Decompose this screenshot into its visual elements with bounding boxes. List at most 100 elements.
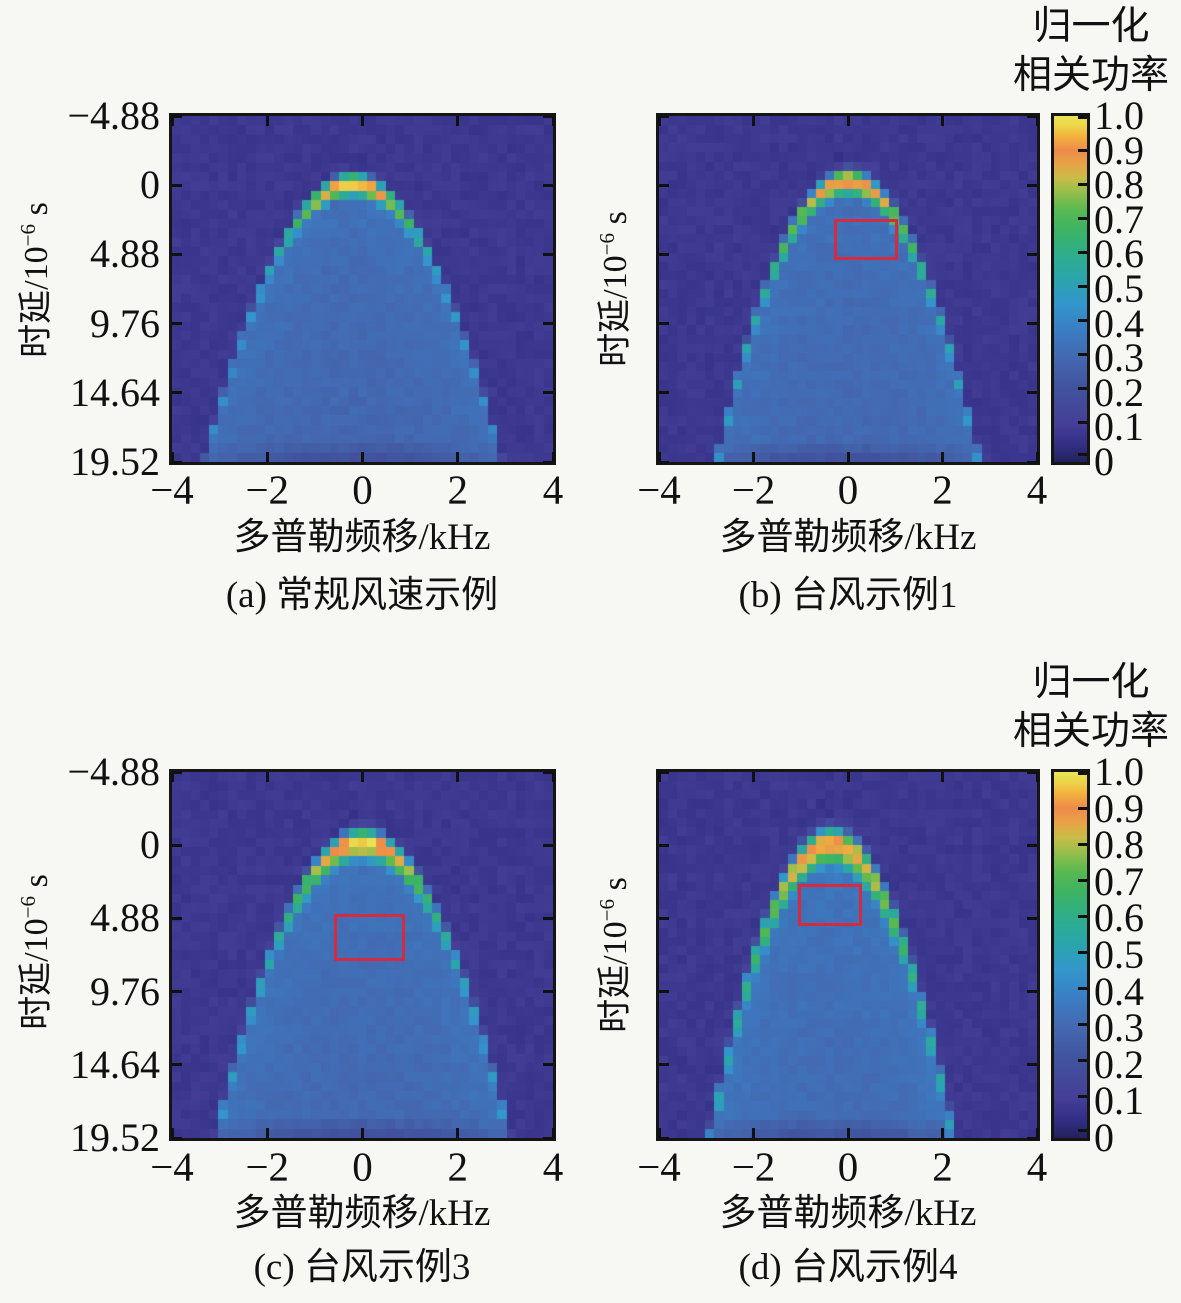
right-tick-mark [543, 183, 553, 187]
top-tick-mark [551, 116, 555, 126]
bottom-tick-mark [456, 1128, 460, 1138]
colorbar-title-line1: 归一化 [1032, 5, 1150, 48]
x-tick-label: −2 [245, 1143, 290, 1190]
colorbar-tick-label: 0 [1094, 1115, 1114, 1160]
bottom-tick-mark [941, 1128, 944, 1138]
colorbar-gradient [1054, 116, 1087, 462]
right-tick-mark [1027, 391, 1037, 395]
colorbar-tick-label: 0.1 [1094, 404, 1144, 450]
colorbar-tick-mark [1078, 216, 1087, 220]
bottom-tick-mark [1035, 452, 1039, 462]
y-tick-label: 4.88 [90, 231, 160, 277]
x-axis-label: 多普勒频移/kHz [719, 517, 977, 558]
left-tick-mark [172, 322, 182, 326]
top-tick-mark [551, 772, 555, 782]
right-tick-mark [543, 1136, 553, 1140]
bottom-tick-mark [456, 452, 460, 462]
colorbar-tick-mark [1078, 1129, 1087, 1132]
colorbar-tick-label: 0 [1094, 439, 1114, 484]
y-axis-label-text: 时延/10 [597, 255, 635, 367]
y-axis-label-exponent: −6 [594, 232, 619, 256]
x-tick-label: 2 [447, 1143, 469, 1190]
colorbar-gradient [1054, 772, 1087, 1138]
bottom-tick-mark [361, 1128, 364, 1138]
colorbar-tick-label: 0.2 [1094, 369, 1144, 415]
heatmap-plot-b [656, 113, 1040, 465]
y-axis-label-unit: s [18, 874, 56, 896]
colorbar [1051, 769, 1090, 1141]
annotation-rect-b [833, 219, 898, 261]
y-tick-label: 14.64 [70, 369, 160, 415]
bottom-tick-mark [170, 1128, 174, 1138]
bottom-tick-mark [752, 452, 755, 462]
top-tick-mark [846, 772, 850, 782]
colorbar [1051, 113, 1090, 465]
left-tick-mark [172, 990, 182, 994]
top-tick-mark [361, 116, 364, 126]
colorbar-tick-label: 0.6 [1094, 231, 1144, 277]
right-tick-mark [1027, 252, 1037, 256]
top-tick-mark [941, 772, 944, 782]
colorbar-tick-label: 0.9 [1094, 127, 1144, 173]
bottom-tick-mark [846, 1128, 850, 1138]
y-tick-label: 19.52 [70, 439, 160, 484]
right-tick-mark [543, 460, 553, 464]
bottom-tick-mark [361, 452, 364, 462]
bottom-tick-mark [846, 452, 850, 462]
left-tick-mark [172, 391, 182, 395]
left-tick-mark [172, 114, 182, 118]
x-axis-label: 多普勒频移/kHz [719, 1193, 977, 1234]
colorbar-tick-mark [1078, 284, 1087, 288]
colorbar-tick-label: 0.6 [1094, 895, 1144, 941]
colorbar-tick-mark [1078, 986, 1087, 990]
x-tick-label: 0 [837, 466, 859, 513]
colorbar-tick-label: 0.2 [1094, 1041, 1144, 1087]
left-tick-mark [659, 460, 669, 464]
x-tick-label: 2 [447, 466, 469, 513]
right-tick-mark [1027, 322, 1037, 326]
y-axis-label-unit: s [597, 211, 635, 233]
colorbar-tick-mark [1078, 1058, 1087, 1062]
right-tick-mark [1027, 770, 1037, 774]
colorbar-tick-mark [1078, 318, 1087, 322]
left-tick-mark [659, 916, 669, 920]
y-axis-label-unit: s [18, 202, 56, 224]
x-tick-label: 4 [542, 1143, 564, 1190]
top-tick-mark [265, 116, 269, 126]
left-tick-mark [659, 183, 669, 187]
left-tick-mark [172, 460, 182, 464]
left-tick-mark [172, 183, 182, 187]
panel-caption-b: (b) 台风示例1 [738, 575, 958, 616]
right-tick-mark [543, 1063, 553, 1067]
bottom-tick-mark [657, 452, 661, 462]
x-tick-label: 0 [352, 466, 373, 513]
left-tick-mark [659, 990, 669, 994]
heatmap-canvas-d [659, 772, 1037, 1138]
bottom-tick-mark [265, 1128, 269, 1138]
right-tick-mark [543, 322, 553, 326]
left-tick-mark [172, 770, 182, 774]
colorbar-tick-label: 0.5 [1094, 266, 1144, 311]
x-tick-label: −2 [245, 466, 290, 513]
colorbar-tick-mark [1078, 914, 1087, 918]
right-tick-mark [1027, 916, 1037, 920]
y-tick-label: −4.88 [67, 93, 160, 138]
right-tick-mark [543, 916, 553, 920]
top-tick-mark [361, 772, 364, 782]
colorbar-tick-mark [1078, 1094, 1087, 1098]
y-tick-label: 0 [140, 822, 160, 868]
x-tick-label: 4 [542, 466, 564, 513]
annotation-rect-c [333, 914, 406, 961]
y-tick-label: 0 [140, 162, 160, 208]
colorbar-tick-mark [1078, 772, 1087, 775]
top-tick-mark [1035, 772, 1039, 782]
colorbar-tick-mark [1078, 386, 1087, 390]
right-tick-mark [1027, 183, 1037, 187]
right-tick-mark [543, 770, 553, 774]
colorbar-title: 归一化 相关功率 [1001, 658, 1181, 756]
left-tick-mark [659, 843, 669, 847]
colorbar-tick-mark [1078, 842, 1087, 846]
right-tick-mark [543, 252, 553, 256]
top-tick-mark [456, 772, 460, 782]
